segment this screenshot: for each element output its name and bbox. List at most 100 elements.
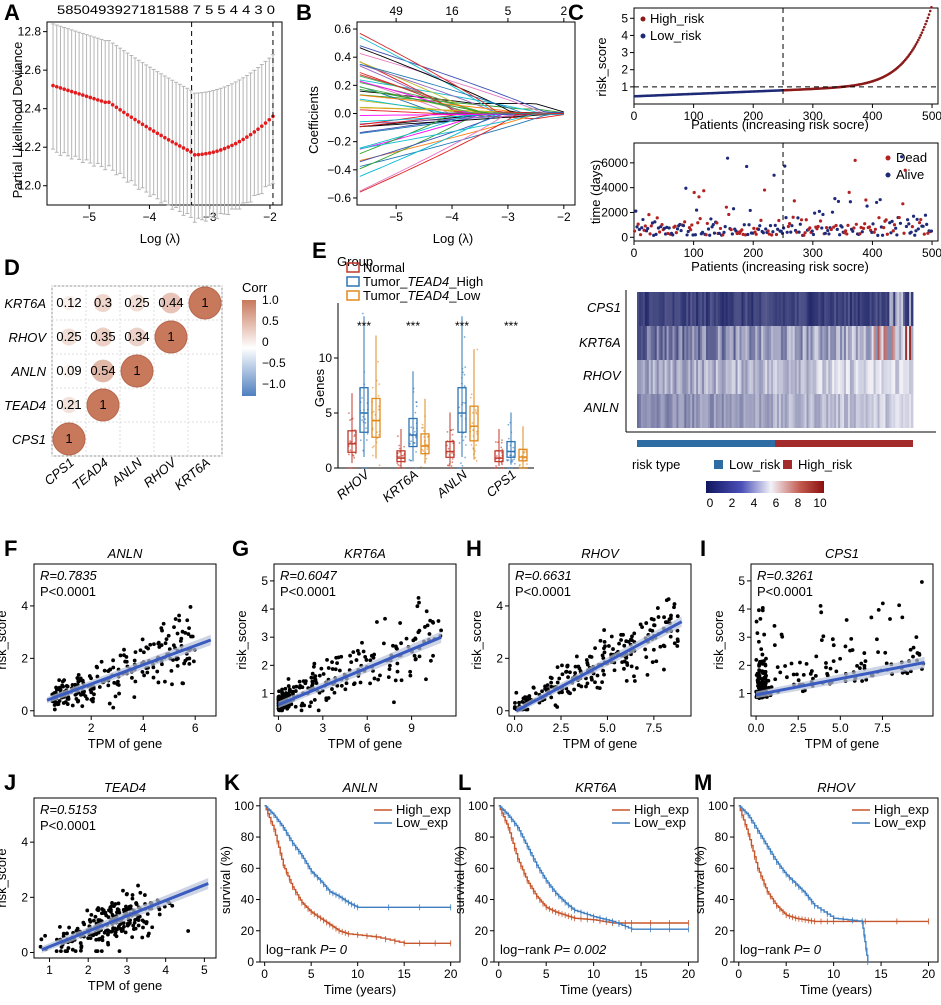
scatter-point	[190, 634, 195, 639]
legend-high-risk: High_risk	[650, 11, 705, 26]
heatmap-cell	[745, 292, 748, 326]
patient-point	[911, 214, 916, 218]
panel-label-h: H	[466, 536, 482, 561]
scatter-point	[121, 888, 125, 893]
scatter-point	[277, 696, 282, 700]
scatter-point	[772, 643, 777, 648]
heatmap-cell	[822, 394, 825, 428]
scatter-point	[142, 893, 147, 897]
y-tick-label: 0.4	[334, 50, 351, 64]
scatter-point	[124, 655, 129, 659]
heatmap-cell	[802, 326, 805, 360]
scatter-point	[883, 650, 888, 655]
heatmap-cell	[664, 292, 667, 326]
cv-point	[151, 129, 156, 133]
patient-point	[858, 232, 862, 236]
heatmap-cell	[792, 394, 796, 428]
heatmap-cell	[698, 360, 701, 394]
heatmap-cell	[771, 360, 774, 394]
heatmap-cell	[853, 394, 857, 428]
heatmap-cell	[700, 360, 703, 394]
scatter-point	[620, 660, 625, 665]
jitter-point	[460, 462, 462, 465]
heatmap-cell	[903, 394, 906, 428]
scatter-point	[876, 607, 881, 612]
heatmap-cell	[757, 360, 760, 394]
heatmap-cell	[749, 394, 752, 428]
patient-point	[922, 232, 926, 236]
scatter-point	[756, 639, 761, 644]
patient-point	[665, 225, 669, 229]
heatmap-cell	[717, 394, 721, 428]
heatmap-cell	[867, 292, 871, 326]
heatmap-cell	[678, 360, 681, 394]
cv-point	[233, 141, 238, 146]
jitter-point	[452, 428, 454, 431]
scatter-point	[94, 937, 99, 942]
heatmap-cell	[855, 360, 859, 394]
scatter-p-value: P<0.0001	[280, 584, 336, 599]
scatter-point	[351, 682, 356, 687]
heatmap-cell	[842, 292, 845, 326]
patient-point	[746, 232, 750, 237]
scatter-point	[664, 598, 669, 603]
panel-e-boxplot: Group Genes 0510NormalTumor_TEAD4_HighTu…	[312, 254, 534, 505]
scatter-point	[348, 653, 352, 658]
patient-point	[636, 222, 640, 226]
x-tick-label: −4	[445, 210, 459, 224]
patient-point	[813, 211, 817, 215]
scatter-point	[672, 602, 677, 606]
patient-point	[910, 224, 914, 229]
heatmap-cell	[849, 326, 853, 360]
cv-point	[114, 105, 119, 110]
patient-point	[876, 233, 880, 237]
heatmap-cell	[897, 394, 900, 428]
heatmap-cell	[757, 394, 760, 428]
scatter-point	[57, 678, 62, 683]
heatmap-cell	[865, 360, 869, 394]
scatter-point	[106, 683, 111, 688]
heatmap-cell	[706, 394, 709, 428]
heatmap-cell	[814, 394, 817, 428]
jitter-point	[512, 446, 515, 449]
scatter-point	[116, 901, 121, 906]
scatter-point	[656, 615, 661, 619]
heatmap-cell	[745, 394, 748, 428]
cv-point	[256, 127, 260, 131]
patient-point	[851, 229, 855, 233]
risk-point	[912, 47, 915, 50]
scatter-point	[132, 920, 137, 925]
scatter-point	[831, 643, 836, 648]
legend-low-risk: Low_risk	[650, 28, 702, 43]
scatter-point	[132, 695, 137, 700]
risk-point	[915, 40, 919, 44]
scatter-xlabel: TPM of gene	[563, 736, 637, 751]
patient-point	[833, 197, 837, 201]
scatter-point	[39, 937, 44, 942]
heatmap-cell	[747, 326, 750, 360]
scatter-point	[576, 664, 581, 669]
heatmap-cell	[849, 360, 853, 394]
jitter-point	[475, 430, 478, 433]
heatmap-cell	[845, 292, 849, 326]
patient-point	[830, 210, 835, 214]
x-tick-label: −2	[557, 210, 571, 224]
heatmap-cell	[857, 326, 861, 360]
jitter-point	[463, 385, 466, 387]
fit-line	[41, 882, 209, 952]
jitter-point	[347, 453, 350, 456]
heatmap-cell	[820, 326, 823, 360]
heatmap-cell	[879, 360, 882, 394]
y-tick-label: 0	[21, 704, 28, 718]
jitter-point	[474, 450, 477, 453]
significance-mark: ***	[406, 319, 420, 333]
heatmap-row-rhov: RHOV	[583, 368, 622, 383]
scatter-point	[760, 677, 765, 681]
scatter-point	[314, 681, 319, 686]
scatter-point	[116, 679, 120, 684]
heatmap-cell	[751, 394, 754, 428]
heatmap-cell	[767, 326, 770, 360]
y-tick-label: 0	[721, 955, 728, 969]
scatter-point	[360, 640, 364, 645]
jitter-point	[363, 467, 365, 469]
